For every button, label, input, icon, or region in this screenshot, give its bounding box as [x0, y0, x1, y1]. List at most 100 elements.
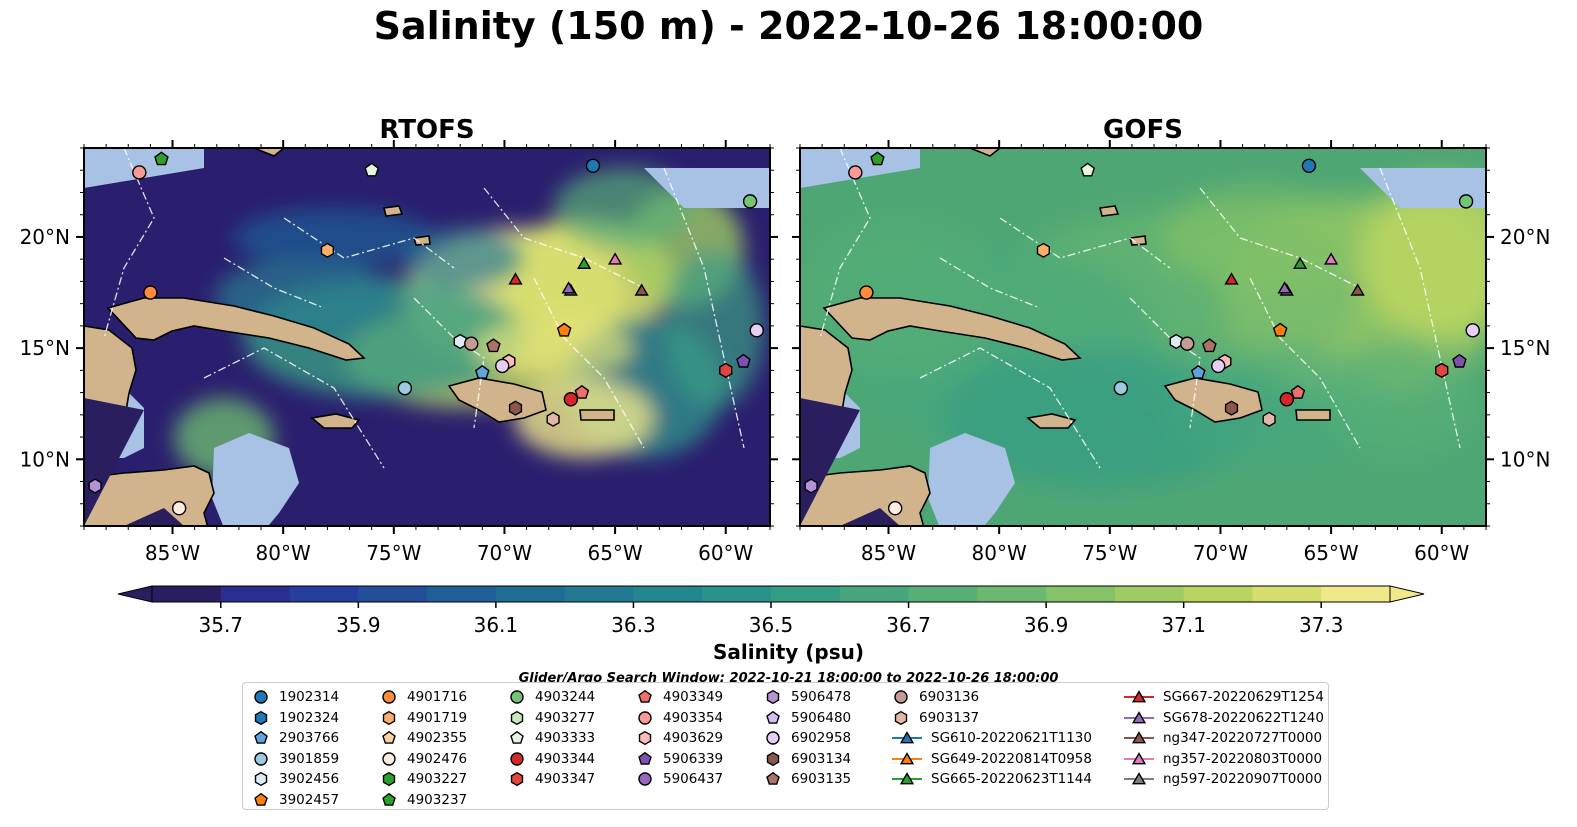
legend-marker-shape: [766, 731, 780, 745]
colorbar-segment: [1183, 586, 1253, 602]
legend-item: 5906480: [763, 708, 851, 728]
colorbar-tick-label: 37.3: [1299, 613, 1344, 637]
gofs-obs-marker: [1350, 283, 1365, 296]
legend-marker-shape: [638, 689, 652, 703]
legend-marker: [766, 751, 780, 766]
legend-marker-shape: [510, 771, 524, 787]
gofs-land-0: [822, 297, 1082, 361]
rtofs-obs-marker: [143, 285, 158, 300]
legend-item: 4902355: [379, 728, 467, 748]
gofs-obs-marker: [1262, 411, 1276, 427]
legend-label: 3902457: [279, 791, 340, 808]
legend-item: 4901716: [379, 687, 467, 707]
colorbar-segment: [152, 586, 222, 602]
legend-marker: [510, 710, 524, 725]
colorbar-tick-label: 36.3: [611, 613, 656, 637]
gofs-obs-marker: [1277, 281, 1292, 294]
legend-marker-shape: [254, 730, 268, 744]
legend-label: 4901716: [407, 689, 468, 705]
colorbar-segment: [1252, 586, 1322, 602]
legend-marker-shape: [899, 772, 915, 785]
gofs-obs-marker: [1279, 392, 1295, 407]
rtofs-obs-marker: [634, 283, 649, 296]
legend-marker-shape: [254, 710, 268, 725]
legend-item: 1902324: [251, 708, 339, 728]
legend-marker-shape: [638, 710, 652, 725]
rtofs-ytick-label: 15°N: [20, 336, 70, 360]
legend-marker: [892, 751, 922, 764]
gofs-panel-title: GOFS: [1103, 115, 1183, 145]
gofs-obs-marker: [1458, 194, 1474, 209]
figure-title: Salinity (150 m) - 2022-10-26 18:00:00: [373, 4, 1204, 48]
legend-label: 4903629: [663, 730, 724, 746]
legend-marker: [382, 792, 396, 806]
colorbar-label: Salinity (psu): [712, 640, 864, 664]
legend-marker: [254, 710, 268, 725]
colorbar-segment: [220, 586, 291, 602]
gofs-land-3: [1295, 409, 1331, 421]
legend-label: 6903134: [791, 750, 852, 767]
colorbar-tick-label: 35.7: [199, 613, 244, 637]
rtofs-panel: 85°W 80°W 75°W 70°W 65°W 60°W 10°N 15°N 20°N: [20, 140, 778, 565]
legend-label: 5906437: [663, 771, 724, 787]
legend-marker: [382, 751, 396, 766]
rtofs-obs-marker: [719, 362, 733, 379]
legend-marker: [254, 751, 268, 766]
legend-item: 6903137: [891, 708, 979, 728]
legend-marker: [382, 690, 396, 704]
legend-label: SG610-20220621T1130: [931, 730, 1092, 746]
legend-marker: [1124, 731, 1154, 744]
colorbar-extend-high: [1389, 585, 1425, 603]
legend-marker-shape: [382, 792, 396, 806]
legend-item: 4903227: [379, 769, 467, 789]
gofs-obs-marker: [1290, 384, 1306, 399]
gofs-obs-marker: [1292, 256, 1308, 269]
legend-label: 4903227: [407, 771, 468, 787]
legend-item: 4903349: [635, 687, 723, 707]
legend-label: 6903137: [919, 709, 980, 726]
rtofs-obs-marker: [556, 322, 572, 337]
legend-label: 4901719: [407, 709, 468, 726]
rtofs-obs-marker: [495, 358, 510, 374]
legend-marker-shape: [510, 710, 524, 725]
legend-marker: [510, 730, 524, 744]
colorbar-segment: [702, 586, 772, 602]
legend-marker: [382, 730, 396, 744]
colorbar-tick-label: 36.1: [474, 613, 519, 637]
colorbar-segment: [495, 586, 566, 602]
legend-label: ng357-20220803T0000: [1163, 750, 1323, 767]
legend-marker-shape: [382, 771, 396, 787]
legend-marker-shape: [254, 751, 268, 766]
legend-marker: [638, 710, 652, 725]
gofs-obs-marker: [1323, 252, 1339, 265]
colorbar-segment: [771, 586, 841, 602]
legend-marker: [638, 772, 652, 786]
legend-marker-shape: [1131, 731, 1147, 744]
colorbar-tick-label: 37.1: [1161, 613, 1206, 637]
rtofs-land-7: [253, 148, 286, 157]
colorbar-segment: [977, 586, 1047, 602]
legend-label: ng597-20220907T0000: [1163, 771, 1323, 787]
colorbar-tick-label: 36.5: [749, 613, 794, 637]
legend-item: ng357-20220803T0000: [1123, 749, 1322, 769]
gofs-obs-marker: [1211, 358, 1226, 374]
legend-item: 3902457: [251, 790, 339, 810]
legend-item: 1902314: [251, 687, 339, 707]
gofs-obs-marker: [1180, 336, 1195, 351]
rtofs-obs-marker: [585, 158, 601, 173]
legend-marker: [766, 689, 780, 705]
gofs-obs-marker: [848, 165, 863, 180]
legend-label: 6902958: [791, 730, 852, 746]
legend-label: 2903766: [279, 730, 340, 746]
legend-marker-shape: [510, 730, 524, 744]
legend-label: 4902476: [407, 750, 468, 767]
legend-label: 5906480: [791, 709, 852, 726]
gofs-xtick-label: 70°W: [1193, 541, 1248, 565]
gofs-panel: 85°W 80°W 75°W 70°W 65°W 60°W 10°N 15°N 20°N: [792, 140, 1550, 565]
legend-item: 5906478: [763, 687, 851, 707]
legend-marker: [1124, 710, 1154, 723]
legend-item: 6903135: [763, 769, 851, 789]
rtofs-land-0: [106, 297, 366, 361]
legend-marker-shape: [510, 751, 524, 766]
legend-label: 5906339: [663, 750, 724, 767]
